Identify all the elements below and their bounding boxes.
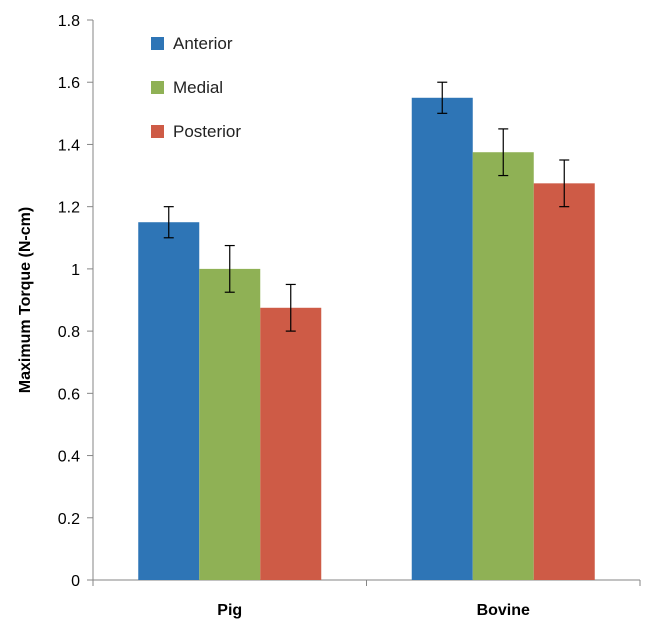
y-tick-label: 0 (71, 573, 80, 590)
y-tick-label: 0.2 (58, 511, 80, 528)
bar-posterior-pig (260, 307, 322, 580)
y-axis: 0 0.2 0.4 0.6 0.8 1 1.2 1.4 1.6 1.8 (58, 13, 94, 590)
legend-label-posterior: Posterior (173, 122, 241, 141)
y-tick-label: 0.4 (58, 449, 80, 466)
x-axis: Pig Bovine (92, 579, 641, 619)
bars (138, 97, 595, 581)
y-tick-label: 0.6 (58, 386, 80, 403)
bar-medial-pig (199, 268, 261, 580)
x-category-label: Bovine (477, 602, 530, 619)
y-tick-label: 1 (71, 262, 80, 279)
y-tick-label: 1.8 (58, 13, 80, 30)
bar-anterior-pig (138, 222, 200, 580)
legend-swatch-posterior (151, 125, 164, 138)
error-bars (163, 81, 570, 332)
legend-label-anterior: Anterior (173, 34, 233, 53)
legend-label-medial: Medial (173, 78, 223, 97)
legend: Anterior Medial Posterior (151, 34, 241, 141)
y-tick-label: 1.6 (58, 75, 80, 92)
bar-medial-bovine (472, 152, 534, 580)
y-tick-label: 1.2 (58, 200, 80, 217)
y-axis-title: Maximum Torque (N-cm) (17, 207, 34, 393)
y-tick-label: 1.4 (58, 137, 80, 154)
x-category-label: Pig (217, 602, 242, 619)
y-tick-label: 0.8 (58, 324, 80, 341)
bar-posterior-bovine (533, 183, 595, 581)
legend-swatch-anterior (151, 37, 164, 50)
legend-swatch-medial (151, 81, 164, 94)
bar-anterior-bovine (411, 97, 473, 581)
